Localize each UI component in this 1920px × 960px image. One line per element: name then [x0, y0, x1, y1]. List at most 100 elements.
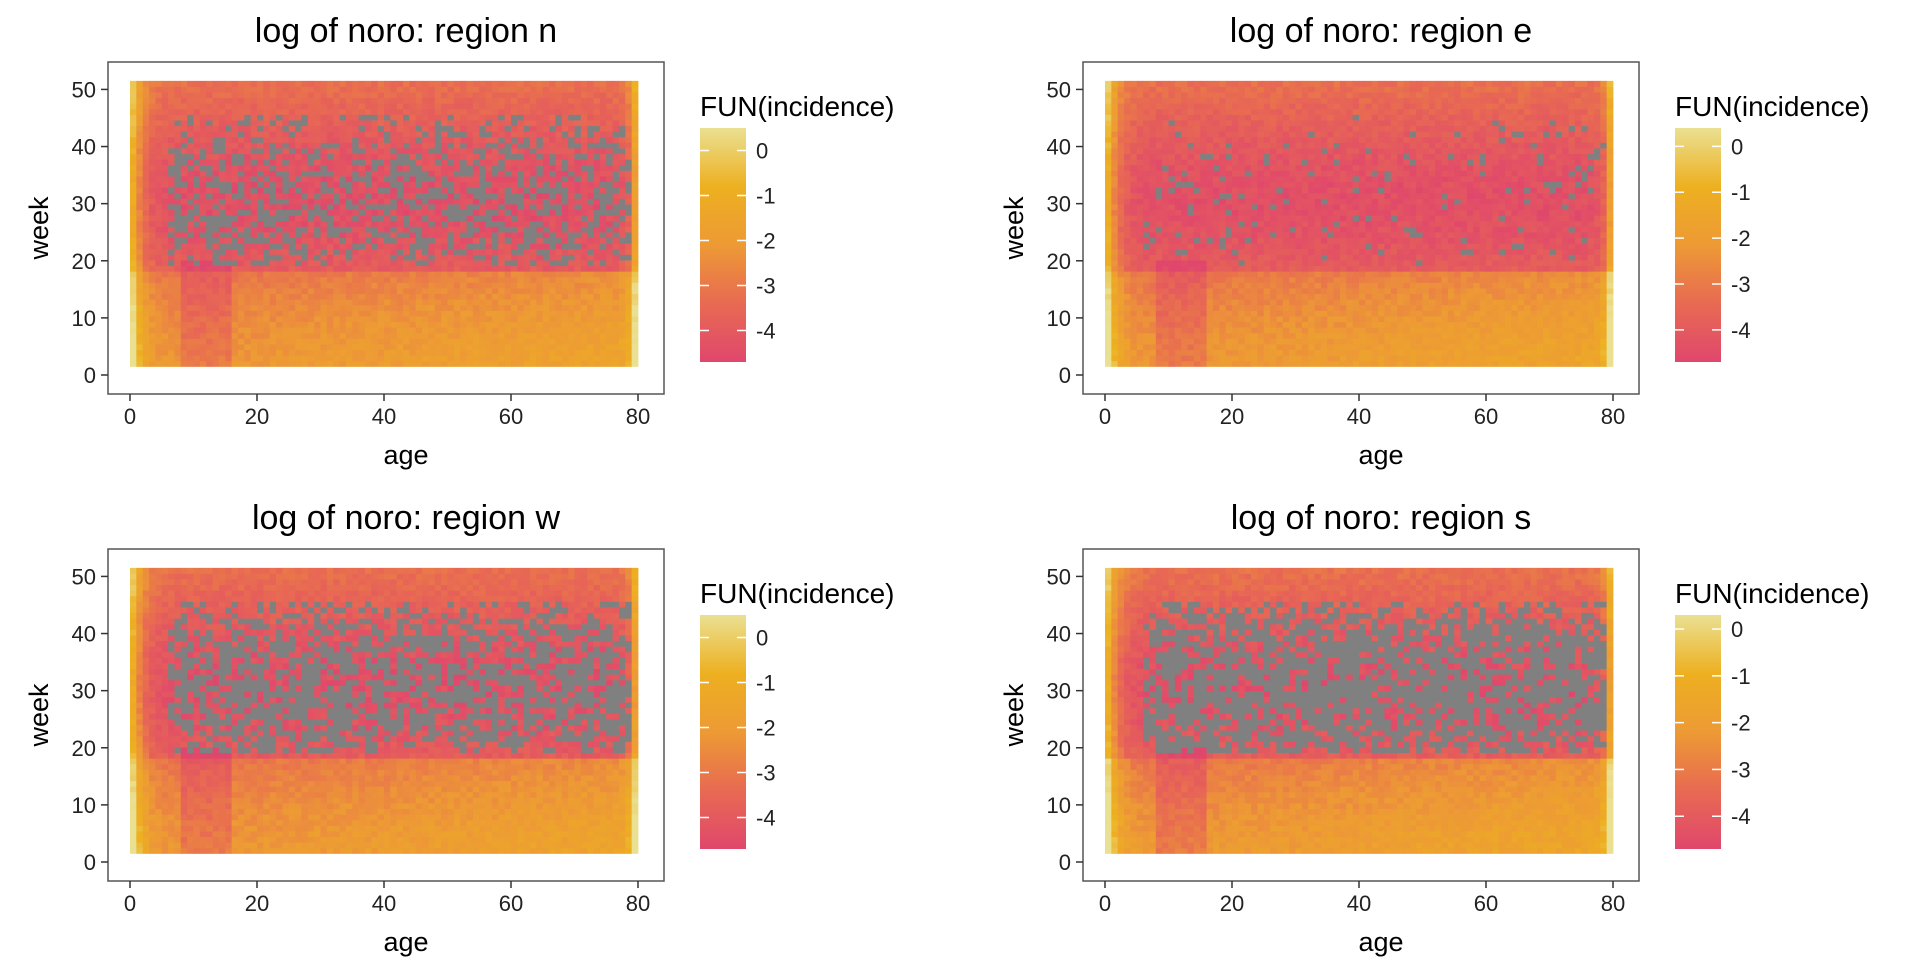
heatmap-cell: [130, 187, 137, 194]
heatmap-cell: [155, 248, 163, 255]
heatmap-cell: [599, 321, 607, 328]
heatmap-cell: [1136, 187, 1144, 194]
heatmap-cell: [161, 136, 169, 143]
heatmap-cell: [1187, 204, 1195, 211]
heatmap-cell: [1168, 338, 1176, 345]
heatmap-cell: [187, 187, 194, 194]
heatmap-cell: [1136, 316, 1144, 323]
heatmap-cell: [523, 136, 531, 143]
heatmap-cell: [631, 142, 639, 149]
heatmap-cell: [517, 159, 525, 166]
heatmap-cell: [517, 338, 525, 345]
heatmap-cell: [1149, 209, 1157, 216]
heatmap-cell: [1136, 248, 1144, 255]
heatmap-cell: [352, 86, 359, 93]
heatmap-cell: [231, 248, 239, 255]
heatmap-cell: [263, 103, 271, 110]
heatmap-cell: [390, 288, 398, 295]
heatmap-cell: [345, 355, 353, 362]
heatmap-cell: [155, 338, 163, 345]
heatmap-cell: [1187, 86, 1195, 93]
heatmap-cell: [307, 108, 315, 115]
heatmap-cell: [403, 181, 410, 188]
heatmap-cell: [1168, 232, 1176, 239]
heatmap-cell: [1193, 220, 1201, 227]
heatmap-cell: [130, 288, 137, 295]
heatmap-cell: [1200, 304, 1207, 311]
heatmap-cell: [415, 198, 423, 205]
heatmap-cell: [384, 310, 391, 317]
heatmap-cell: [542, 349, 550, 356]
heatmap-cell: [422, 260, 429, 267]
heatmap-cell: [555, 271, 563, 278]
heatmap-cell: [333, 220, 340, 227]
heatmap-cell: [1168, 226, 1176, 233]
heatmap-cell: [599, 120, 607, 127]
heatmap-cell: [364, 114, 372, 121]
heatmap-cell: [345, 288, 353, 295]
heatmap-cell: [1130, 288, 1138, 295]
heatmap-cell: [587, 321, 594, 328]
heatmap-cell: [1174, 103, 1182, 110]
x-tick-label: 20: [245, 404, 269, 429]
heatmap-cell: [301, 327, 309, 334]
heatmap-cell: [441, 125, 448, 132]
heatmap-cell: [269, 344, 277, 351]
heatmap-cell: [428, 299, 436, 306]
heatmap-cell: [174, 254, 182, 261]
heatmap-cell: [257, 125, 264, 132]
heatmap-cell: [631, 204, 639, 211]
heatmap-cell: [136, 92, 144, 99]
heatmap-cell: [149, 232, 156, 239]
heatmap-cell: [244, 170, 252, 177]
heatmap-cell: [479, 327, 486, 334]
heatmap-cell: [542, 164, 550, 171]
heatmap-cell: [1143, 293, 1150, 300]
heatmap-cell: [561, 114, 569, 121]
heatmap-cell: [168, 159, 175, 166]
heatmap-cell: [276, 243, 283, 250]
heatmap-cell: [250, 198, 258, 205]
heatmap-cell: [485, 293, 493, 300]
heatmap-cell: [498, 120, 506, 127]
heatmap-cell: [288, 86, 296, 93]
heatmap-cell: [358, 80, 366, 87]
heatmap-cell: [631, 108, 639, 115]
heatmap-cell: [161, 209, 169, 216]
heatmap-cell: [199, 120, 207, 127]
heatmap-cell: [358, 310, 366, 317]
heatmap-cell: [1130, 327, 1138, 334]
heatmap-cell: [250, 265, 258, 272]
heatmap-cell: [1136, 125, 1144, 132]
heatmap-cell: [320, 164, 328, 171]
heatmap-cell: [1200, 181, 1207, 188]
heatmap-cell: [472, 108, 480, 115]
heatmap-cell: [364, 92, 372, 99]
heatmap-cell: [599, 293, 607, 300]
heatmap-cell: [441, 120, 448, 127]
heatmap-cell: [606, 181, 613, 188]
heatmap-cell: [295, 164, 302, 171]
heatmap-cell: [1105, 220, 1112, 227]
heatmap-cell: [530, 86, 537, 93]
heatmap-cell: [269, 176, 277, 183]
heatmap-cell: [326, 243, 334, 250]
heatmap-cell: [498, 254, 506, 261]
heatmap-cell: [1174, 344, 1182, 351]
heatmap-cell: [511, 170, 518, 177]
heatmap-cell: [517, 226, 525, 233]
heatmap-cell: [530, 153, 537, 160]
heatmap-cell: [453, 355, 461, 362]
heatmap-cell: [555, 125, 563, 132]
heatmap-cell: [453, 276, 461, 283]
heatmap-cell: [358, 332, 366, 339]
heatmap-cell: [530, 187, 537, 194]
heatmap-cell: [441, 237, 448, 244]
heatmap-cell: [1155, 288, 1163, 295]
heatmap-cell: [345, 338, 353, 345]
heatmap-cell: [530, 232, 537, 239]
heatmap-cell: [231, 159, 239, 166]
heatmap-cell: [269, 243, 277, 250]
heatmap-cell: [434, 142, 442, 149]
heatmap-cell: [447, 260, 455, 267]
